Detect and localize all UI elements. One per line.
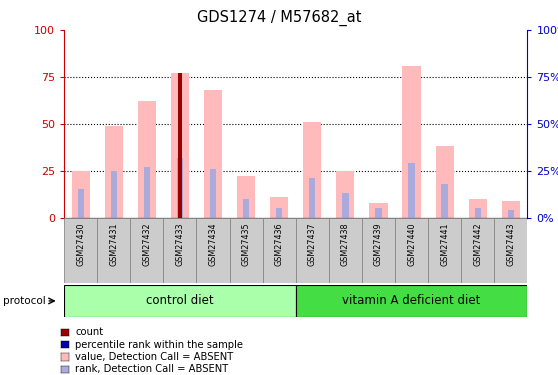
Text: GSM27433: GSM27433: [175, 223, 185, 266]
Bar: [508, 210, 514, 218]
Bar: [276, 208, 282, 218]
Bar: [171, 73, 189, 217]
Text: GSM27441: GSM27441: [440, 223, 449, 266]
Bar: [469, 199, 487, 217]
Bar: [362, 217, 395, 283]
Text: GSM27432: GSM27432: [142, 223, 151, 266]
Bar: [369, 202, 388, 217]
Bar: [441, 184, 448, 218]
Bar: [270, 197, 288, 217]
Bar: [474, 208, 481, 218]
Bar: [263, 217, 296, 283]
Text: GSM27438: GSM27438: [341, 223, 350, 266]
Bar: [210, 169, 216, 217]
Bar: [229, 217, 263, 283]
Bar: [243, 199, 249, 217]
Bar: [105, 126, 123, 218]
Bar: [502, 201, 520, 217]
Bar: [138, 101, 156, 217]
Bar: [309, 178, 315, 218]
Bar: [71, 171, 90, 217]
Bar: [408, 163, 415, 218]
Bar: [296, 285, 527, 317]
Bar: [237, 176, 255, 218]
Bar: [342, 193, 349, 217]
Bar: [110, 171, 117, 217]
Text: GSM27443: GSM27443: [506, 223, 515, 266]
Bar: [376, 208, 382, 218]
Text: GSM27439: GSM27439: [374, 223, 383, 266]
Bar: [494, 217, 527, 283]
Text: control diet: control diet: [146, 294, 214, 307]
Text: vitamin A deficient diet: vitamin A deficient diet: [343, 294, 480, 307]
Bar: [329, 217, 362, 283]
Bar: [64, 217, 97, 283]
Text: GSM27440: GSM27440: [407, 223, 416, 266]
Bar: [435, 146, 454, 218]
Bar: [177, 73, 182, 217]
Bar: [303, 122, 321, 218]
Bar: [395, 217, 428, 283]
Text: GSM27442: GSM27442: [473, 223, 482, 266]
Bar: [64, 285, 296, 317]
Text: GSM27430: GSM27430: [76, 223, 85, 266]
Text: count: count: [75, 327, 103, 338]
Bar: [336, 171, 354, 217]
Bar: [78, 189, 84, 217]
Text: GDS1274 / M57682_at: GDS1274 / M57682_at: [197, 9, 361, 26]
Text: GSM27437: GSM27437: [308, 223, 317, 266]
Text: value, Detection Call = ABSENT: value, Detection Call = ABSENT: [75, 352, 234, 362]
Text: GSM27436: GSM27436: [275, 223, 283, 266]
Bar: [461, 217, 494, 283]
Text: GSM27434: GSM27434: [209, 223, 218, 266]
Bar: [144, 167, 150, 218]
Text: rank, Detection Call = ABSENT: rank, Detection Call = ABSENT: [75, 364, 229, 375]
Bar: [196, 217, 229, 283]
Text: percentile rank within the sample: percentile rank within the sample: [75, 340, 243, 350]
Text: protocol: protocol: [3, 296, 46, 306]
Bar: [296, 217, 329, 283]
Bar: [428, 217, 461, 283]
Text: GSM27431: GSM27431: [109, 223, 118, 266]
Bar: [402, 66, 421, 218]
Bar: [131, 217, 163, 283]
Bar: [163, 217, 196, 283]
Bar: [177, 158, 183, 218]
Bar: [204, 90, 222, 218]
Text: GSM27435: GSM27435: [242, 223, 251, 266]
Bar: [97, 217, 131, 283]
